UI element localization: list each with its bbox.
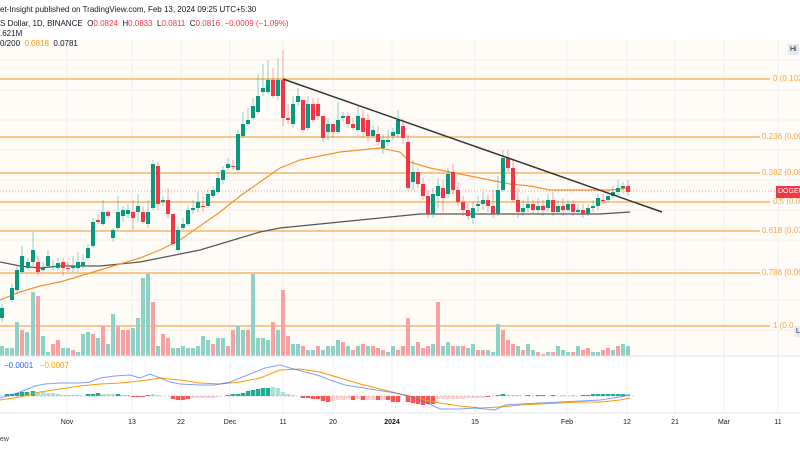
time-label-22: 22 <box>177 419 185 426</box>
high-axis-tag: Hi <box>788 44 799 55</box>
macd-line <box>0 364 631 411</box>
fib-label-0.786: 0.786 (0.067 <box>762 268 800 277</box>
time-label-2024: 2024 <box>384 419 400 426</box>
signal-value: −0.0007 <box>39 361 69 370</box>
close-value: 0.0816 <box>195 19 221 28</box>
time-label-21: 21 <box>671 419 679 426</box>
fib-label-0.618: 0.618 (0.074 <box>762 226 800 235</box>
footer-text: ew <box>0 436 9 443</box>
ma200-value: 0.0781 <box>53 39 78 48</box>
time-label-dec: Dec <box>223 419 237 426</box>
open-value: 0.0824 <box>93 19 118 28</box>
ma-label: 0/200 <box>0 39 21 48</box>
current-price-tag: DOGEU <box>776 186 800 198</box>
low-axis-tag: Lo <box>794 326 800 337</box>
ma-legend: 0/200 0.0818 0.0781 <box>0 39 78 48</box>
fib-label-0.382: 0.382 (0.085 <box>762 168 800 177</box>
time-label-11: 11 <box>279 419 287 426</box>
volume-legend: .621M <box>0 29 23 38</box>
ohlc-legend: S Dollar, 1D, BINANCE O0.0824 H0.0833 L0… <box>0 19 289 28</box>
published-line: et-Insight published on TradingView.com,… <box>0 5 257 14</box>
time-label-20: 20 <box>329 419 337 426</box>
time-label-mar: Mar <box>717 419 731 426</box>
gridlines <box>0 40 800 413</box>
close-label: C <box>189 19 196 28</box>
macd-value: −0.0001 <box>4 361 34 370</box>
candlesticks <box>0 50 630 322</box>
macd-histogram <box>4 387 631 405</box>
volume-bars <box>0 274 630 356</box>
ma200-line <box>0 211 631 269</box>
time-label-nov: Nov <box>60 419 74 426</box>
open-label: O <box>87 19 94 28</box>
fib-label-0: 0 (0.102 <box>773 74 800 83</box>
high-value: 0.0833 <box>128 19 153 28</box>
time-label-12: 12 <box>623 419 631 426</box>
symbol-label: S Dollar, 1D, BINANCE <box>0 19 83 28</box>
fibonacci-levels <box>0 78 770 327</box>
fib-label-0.236: 0.236 (0.091 <box>762 132 800 141</box>
ma50-value: 0.0818 <box>24 39 49 48</box>
change-value: −0.0009 (−1.09%) <box>224 19 289 28</box>
time-label-15: 15 <box>471 419 479 426</box>
time-label-11: 11 <box>774 419 782 426</box>
low-label: L <box>157 19 162 28</box>
time-label-feb: Feb <box>560 419 574 426</box>
fib-label-1: 1 (0.0 <box>773 321 794 330</box>
time-label-13: 13 <box>128 419 136 426</box>
low-value: 0.0811 <box>161 19 186 28</box>
descending-trendline[interactable] <box>282 78 663 213</box>
macd-signal-line <box>0 368 631 409</box>
macd-legend: −0.0001 −0.0007 <box>4 361 69 370</box>
high-label: H <box>122 19 129 28</box>
chart-background <box>0 40 800 356</box>
fib-label-0.5: 0.5 (0.079 <box>773 197 800 206</box>
ma50-line <box>0 147 631 301</box>
